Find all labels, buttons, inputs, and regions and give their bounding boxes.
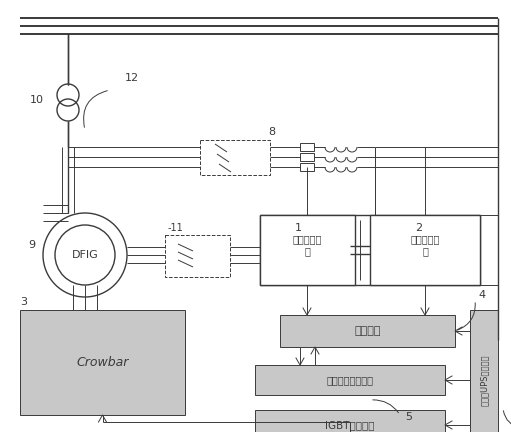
Bar bbox=[260, 215, 355, 285]
Text: 转子电流检测单元: 转子电流检测单元 bbox=[327, 375, 374, 385]
Bar bbox=[300, 153, 314, 161]
Text: DFIG: DFIG bbox=[72, 250, 99, 260]
Bar bbox=[300, 143, 314, 151]
Bar bbox=[200, 140, 270, 175]
Bar bbox=[470, 310, 498, 432]
Text: 9: 9 bbox=[28, 240, 35, 250]
Bar bbox=[255, 365, 445, 395]
Text: -11: -11 bbox=[168, 223, 184, 233]
Text: 控制系统: 控制系统 bbox=[354, 326, 381, 336]
Bar bbox=[280, 315, 455, 347]
Text: 3: 3 bbox=[20, 297, 27, 307]
Text: 8: 8 bbox=[268, 127, 275, 137]
Bar bbox=[165, 235, 230, 277]
Text: 5: 5 bbox=[405, 412, 412, 422]
Text: 12: 12 bbox=[125, 73, 139, 83]
Text: Crowbar: Crowbar bbox=[76, 356, 129, 369]
Text: 4: 4 bbox=[478, 290, 485, 300]
Text: IGBT控制单元: IGBT控制单元 bbox=[325, 420, 375, 430]
Text: 离线式UPS供电单元: 离线式UPS供电单元 bbox=[479, 354, 489, 406]
Text: 电网侧变换
器: 电网侧变换 器 bbox=[410, 234, 439, 256]
Bar bbox=[370, 215, 480, 285]
Bar bbox=[300, 163, 314, 171]
Text: 2: 2 bbox=[415, 223, 422, 233]
Text: 1: 1 bbox=[295, 223, 302, 233]
Bar bbox=[260, 215, 480, 285]
Text: 转子侧变换
器: 转子侧变换 器 bbox=[292, 234, 322, 256]
Bar bbox=[255, 410, 445, 432]
Bar bbox=[20, 310, 185, 415]
Text: 10: 10 bbox=[30, 95, 44, 105]
